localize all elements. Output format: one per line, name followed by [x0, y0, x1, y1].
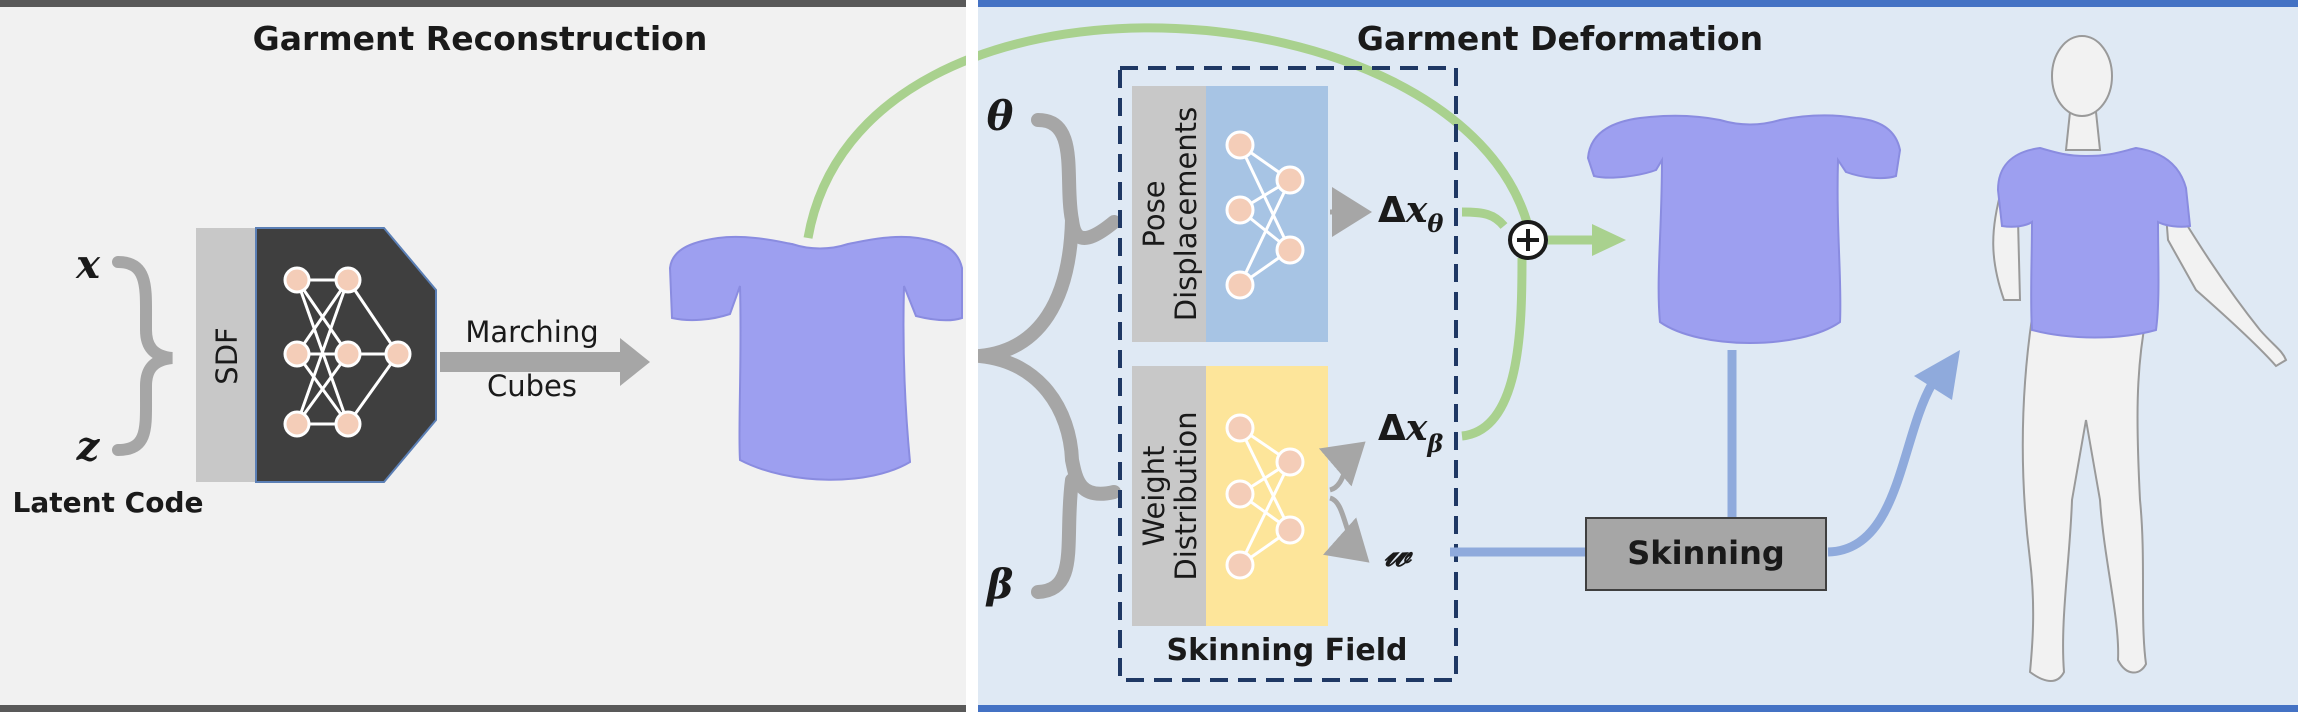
weight-label-bar	[1132, 366, 1206, 626]
skinning-to-body-arrowhead	[1914, 350, 1960, 400]
delta-x-theta: Δxθ	[1378, 189, 1443, 238]
dx-beta-to-plus	[1461, 257, 1527, 441]
reconstruction-title: Garment Reconstruction	[253, 19, 708, 58]
skinning-field-label: Skinning Field	[1167, 633, 1408, 668]
deformation-bottom-border	[978, 705, 2298, 712]
weight-network-nodes	[1225, 413, 1305, 580]
deformed-garment	[1586, 114, 1902, 344]
sdf-network-nodes	[283, 266, 412, 438]
sdf-label: SDF	[210, 327, 244, 384]
weight-w-arrow	[1322, 495, 1370, 563]
pose-network-block	[1206, 86, 1328, 342]
skinning-field-box	[1118, 66, 1458, 682]
body-shirt	[1996, 146, 2192, 339]
posed-human-body	[1992, 35, 2288, 682]
marching-cubes-label-2: Cubes	[487, 369, 577, 403]
reconstructed-garment	[668, 235, 963, 481]
pose-label-line2: Displacements	[1169, 107, 1203, 321]
weight-label-line1: Weight	[1137, 445, 1171, 546]
theta-beta-brace-upper	[973, 113, 1121, 363]
latent-brace	[112, 256, 173, 456]
skinning-weights-w: 𝓌	[1384, 530, 1413, 575]
dx-theta-to-plus	[1461, 207, 1508, 230]
weight-dx-arrow	[1318, 441, 1366, 493]
plus-to-garment-arrowhead	[1592, 224, 1626, 256]
theta-beta-brace-lower	[973, 349, 1121, 599]
marching-cubes-label-1: Marching	[465, 315, 598, 349]
weight-label-line2: Distribution	[1169, 411, 1203, 580]
deformation-title: Garment Deformation	[1357, 19, 1763, 58]
beta-input-label: β	[985, 561, 1014, 608]
weight-network-block	[1206, 366, 1328, 626]
body-arms	[1992, 185, 2288, 368]
theta-input-label: θ	[987, 93, 1014, 140]
body-neck	[2064, 111, 2102, 151]
pose-label-line1: Pose	[1137, 180, 1171, 247]
body-head	[2051, 35, 2113, 117]
skinning-block	[1585, 517, 1827, 591]
panel-divider	[966, 0, 978, 712]
reconstruction-bottom-border	[0, 705, 966, 712]
x-input-label: x	[75, 241, 101, 288]
delta-x-beta: Δxβ	[1378, 407, 1443, 458]
body-legs	[2021, 317, 2148, 682]
pose-network-nodes	[1225, 130, 1305, 300]
skinning-label: Skinning	[1627, 534, 1785, 572]
pose-label-bar	[1132, 86, 1206, 342]
deformation-top-border	[978, 0, 2298, 7]
marching-cubes-arrow	[440, 338, 650, 386]
latent-code-label: Latent Code	[13, 486, 204, 519]
sdf-label-bar	[196, 228, 256, 482]
skinning-to-body-arrow	[1827, 381, 1936, 557]
garment-to-plus-arc	[803, 23, 1533, 239]
z-input-label: z	[76, 423, 101, 470]
reconstruction-top-border	[0, 0, 966, 7]
